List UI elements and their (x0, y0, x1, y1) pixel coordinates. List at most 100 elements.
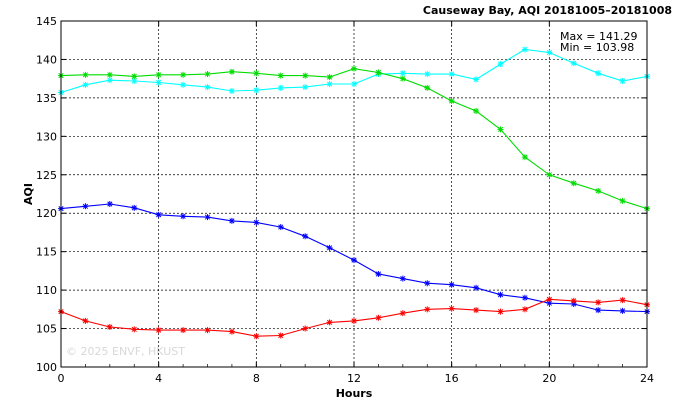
series-1-point (448, 97, 455, 104)
series-0-point (204, 84, 211, 91)
x-tick-label: 8 (253, 372, 260, 385)
series-0-point (521, 46, 528, 53)
series-0-point (619, 77, 626, 84)
x-tick-label: 20 (542, 372, 556, 385)
series-1-point (375, 69, 382, 76)
series-1-point (228, 68, 235, 75)
series-1-point (497, 126, 504, 133)
series-1-point (106, 71, 113, 78)
series-3-point (424, 306, 431, 313)
x-tick-label: 0 (58, 372, 65, 385)
y-axis-title: AQI (22, 183, 35, 205)
series-3-point (106, 324, 113, 331)
y-tick-label: 110 (36, 284, 57, 297)
series-0-point (106, 77, 113, 84)
series-1-point (473, 107, 480, 114)
series-2-point (326, 244, 333, 251)
series-2-point (521, 294, 528, 301)
series-0-point (326, 81, 333, 88)
series-1-point (326, 74, 333, 81)
series-0-point (424, 71, 431, 78)
series-1-point (570, 180, 577, 187)
series-0-point (546, 49, 553, 56)
series-1-point (253, 70, 260, 77)
series-2-point (180, 213, 187, 220)
series-3-point (375, 314, 382, 321)
series-2-point (570, 300, 577, 307)
series-2-point (82, 203, 89, 210)
series-1-point (595, 187, 602, 194)
y-tick-label: 145 (36, 15, 57, 28)
y-tick-label: 140 (36, 53, 57, 66)
series-2-point (106, 200, 113, 207)
annotation-max: Max = 141.29 (560, 30, 637, 43)
series-0-point (473, 76, 480, 83)
series-0-point (253, 87, 260, 94)
series-3-point (326, 319, 333, 326)
series-3-point (82, 317, 89, 324)
series-3-point (253, 333, 260, 340)
series-3-point (131, 326, 138, 333)
series-0-point (302, 84, 309, 91)
series-2-point (473, 284, 480, 291)
series-3-point (277, 332, 284, 339)
series-2-point (131, 204, 138, 211)
annotation-min: Min = 103.98 (560, 41, 634, 54)
series-1-point (351, 65, 357, 72)
y-tick-label: 115 (36, 246, 57, 259)
x-tick-label: 12 (347, 372, 361, 385)
series-1-point (277, 72, 284, 79)
series-2-point (595, 307, 602, 314)
watermark: © 2025 ENVF, HKUST (66, 345, 185, 358)
y-tick-label: 105 (36, 323, 57, 336)
series-2-point (351, 257, 357, 264)
series-3-point (521, 306, 528, 313)
series-0-point (277, 84, 284, 91)
series-0-point (448, 71, 455, 78)
series-1-point (204, 71, 211, 78)
series-2-point (302, 233, 309, 240)
series-0-point (228, 87, 235, 94)
series-3-point (204, 327, 211, 334)
series-3-point (595, 299, 602, 306)
series-lines (58, 46, 650, 340)
series-1-point (302, 72, 309, 79)
series-1-point (424, 84, 431, 91)
series-2-point (546, 300, 553, 307)
series-3-point (546, 296, 553, 303)
series-1-point (619, 197, 626, 204)
series-0-point (82, 81, 89, 88)
series-3-point (180, 327, 187, 334)
series-0-point (131, 77, 138, 84)
series-0-point (351, 81, 357, 88)
series-3-point (155, 327, 162, 334)
x-tick-label: 24 (640, 372, 654, 385)
grid (61, 21, 647, 367)
series-3-point (619, 297, 626, 304)
y-tick-label: 130 (36, 130, 57, 143)
series-2-point (204, 214, 211, 221)
series-2-point (448, 281, 455, 288)
series-0-point (399, 70, 406, 77)
x-tick-label: 4 (155, 372, 162, 385)
series-2-point (253, 219, 260, 226)
series-1-point (521, 154, 528, 161)
y-tick-label: 125 (36, 169, 57, 182)
series-2-point (399, 275, 406, 282)
series-2-point (497, 291, 504, 298)
y-tick-label: 100 (36, 361, 57, 374)
series-3-point (302, 325, 309, 332)
series-2-point (228, 217, 235, 224)
series-1-point (546, 171, 553, 178)
series-3-point (448, 305, 455, 312)
x-axis-title: Hours (336, 387, 373, 400)
series-1-point (131, 73, 138, 80)
series-1-point (180, 71, 187, 78)
series-2-point (277, 224, 284, 231)
series-0-point (497, 61, 504, 68)
series-1-point (82, 71, 89, 78)
series-1-point (155, 71, 162, 78)
y-tick-label: 120 (36, 207, 57, 220)
series-3-point (228, 328, 235, 335)
